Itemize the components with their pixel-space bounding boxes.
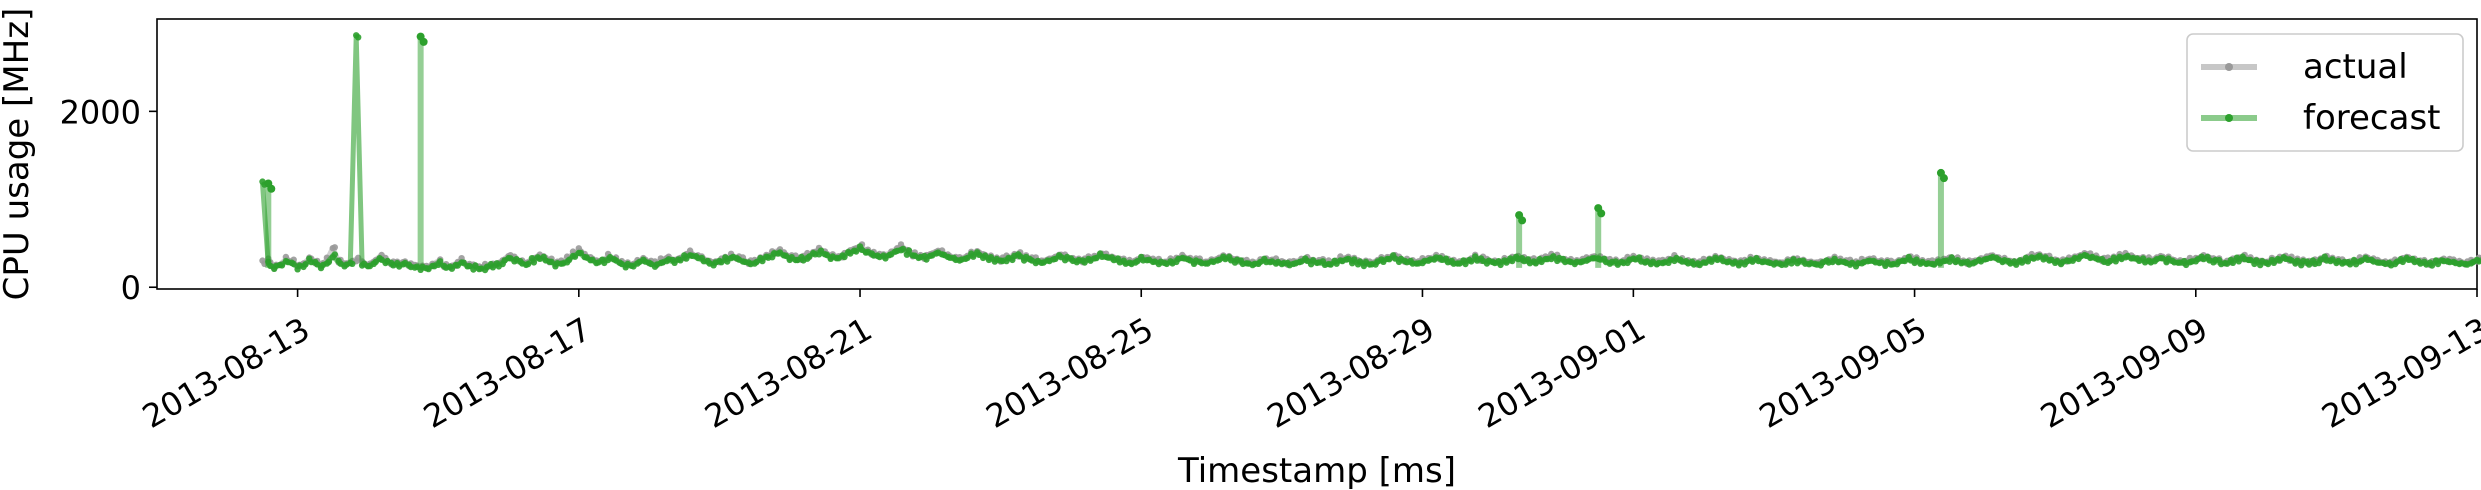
forecast-point (548, 258, 555, 265)
spike-point (1597, 209, 1606, 218)
forecast-point (565, 256, 573, 264)
forecast-point (1356, 258, 1364, 265)
forecast-point (2112, 258, 2119, 265)
forecast-point (1468, 258, 1475, 265)
plot-frame (156, 18, 2478, 290)
forecast-point (905, 247, 913, 254)
plot-area (156, 18, 2481, 290)
forecast-point (2253, 257, 2260, 264)
forecast-point (524, 260, 532, 268)
forecast-point (1462, 260, 1469, 268)
forecast-point (355, 34, 362, 41)
forecast-point (2428, 262, 2436, 269)
forecast-point (1708, 258, 1715, 265)
y-axis: 0 2000 (60, 93, 157, 307)
forecast-point (677, 257, 684, 264)
forecast-point (2235, 258, 2242, 265)
forecast-point (1913, 256, 1920, 263)
forecast-point (1790, 256, 1797, 263)
forecast-point (899, 245, 907, 253)
actual-point (331, 244, 338, 251)
forecast-series-layer (259, 32, 2481, 274)
forecast-point (577, 249, 584, 257)
legend-actual-marker (2225, 63, 2233, 71)
forecast-point (2229, 259, 2237, 266)
forecast-point (2399, 258, 2406, 266)
legend-actual-label: actual (2303, 47, 2408, 87)
y-axis-label: CPU usage [MHz] (0, 8, 37, 301)
forecast-point (2305, 261, 2313, 268)
forecast-point (964, 254, 971, 262)
forecast-point (1017, 253, 1024, 260)
forecast-point (2264, 260, 2272, 268)
legend-frame (2186, 33, 2464, 152)
spike-point (267, 184, 276, 193)
forecast-point (489, 264, 497, 271)
forecast-point (437, 258, 444, 265)
forecast-point (987, 254, 995, 261)
forecast-point (2294, 257, 2301, 264)
forecast-point (1345, 255, 1352, 262)
forecast-point (302, 261, 309, 268)
forecast-point (1509, 257, 1516, 265)
spike-layer (264, 32, 1948, 268)
forecast-point (325, 258, 333, 266)
forecast-point (2013, 261, 2020, 268)
forecast-point (2346, 261, 2354, 268)
forecast-point (349, 260, 356, 267)
forecast-point (1901, 257, 1909, 265)
forecast-point (1503, 259, 1510, 266)
forecast-point (2018, 259, 2026, 266)
forecast-point (841, 253, 848, 261)
forecast-point (1093, 254, 1100, 262)
spike-point (1518, 216, 1527, 225)
forecast-point (981, 252, 989, 259)
forecast-point (1948, 254, 1955, 261)
forecast-point (718, 259, 725, 266)
forecast-point (853, 248, 860, 255)
forecast-point (1532, 260, 1540, 267)
forecast-point (2475, 258, 2481, 265)
forecast-point (759, 257, 766, 265)
forecast-point (1351, 256, 1358, 263)
legend-forecast-label: forecast (2303, 98, 2441, 138)
forecast-point (331, 251, 338, 258)
forecast-point (278, 262, 286, 269)
forecast-point (970, 253, 977, 260)
forecast-point (1550, 253, 1557, 260)
spike-point (419, 37, 428, 46)
forecast-point (1386, 256, 1393, 263)
x-axis-label: Timestamp [ms] (1177, 451, 1456, 490)
forecast-point (782, 252, 790, 259)
spike-point (1939, 174, 1948, 183)
forecast-point (1134, 258, 1141, 265)
forecast-point (530, 259, 538, 266)
legend: actual forecast (2186, 33, 2464, 152)
forecast-point (2247, 256, 2254, 264)
legend-forecast-marker (2225, 114, 2233, 122)
y-tick-label: 0 (121, 269, 141, 307)
forecast-point (2159, 255, 2166, 262)
y-tick-label: 2000 (60, 93, 141, 131)
forecast-point (290, 260, 297, 268)
forecast-point (1497, 261, 1504, 269)
